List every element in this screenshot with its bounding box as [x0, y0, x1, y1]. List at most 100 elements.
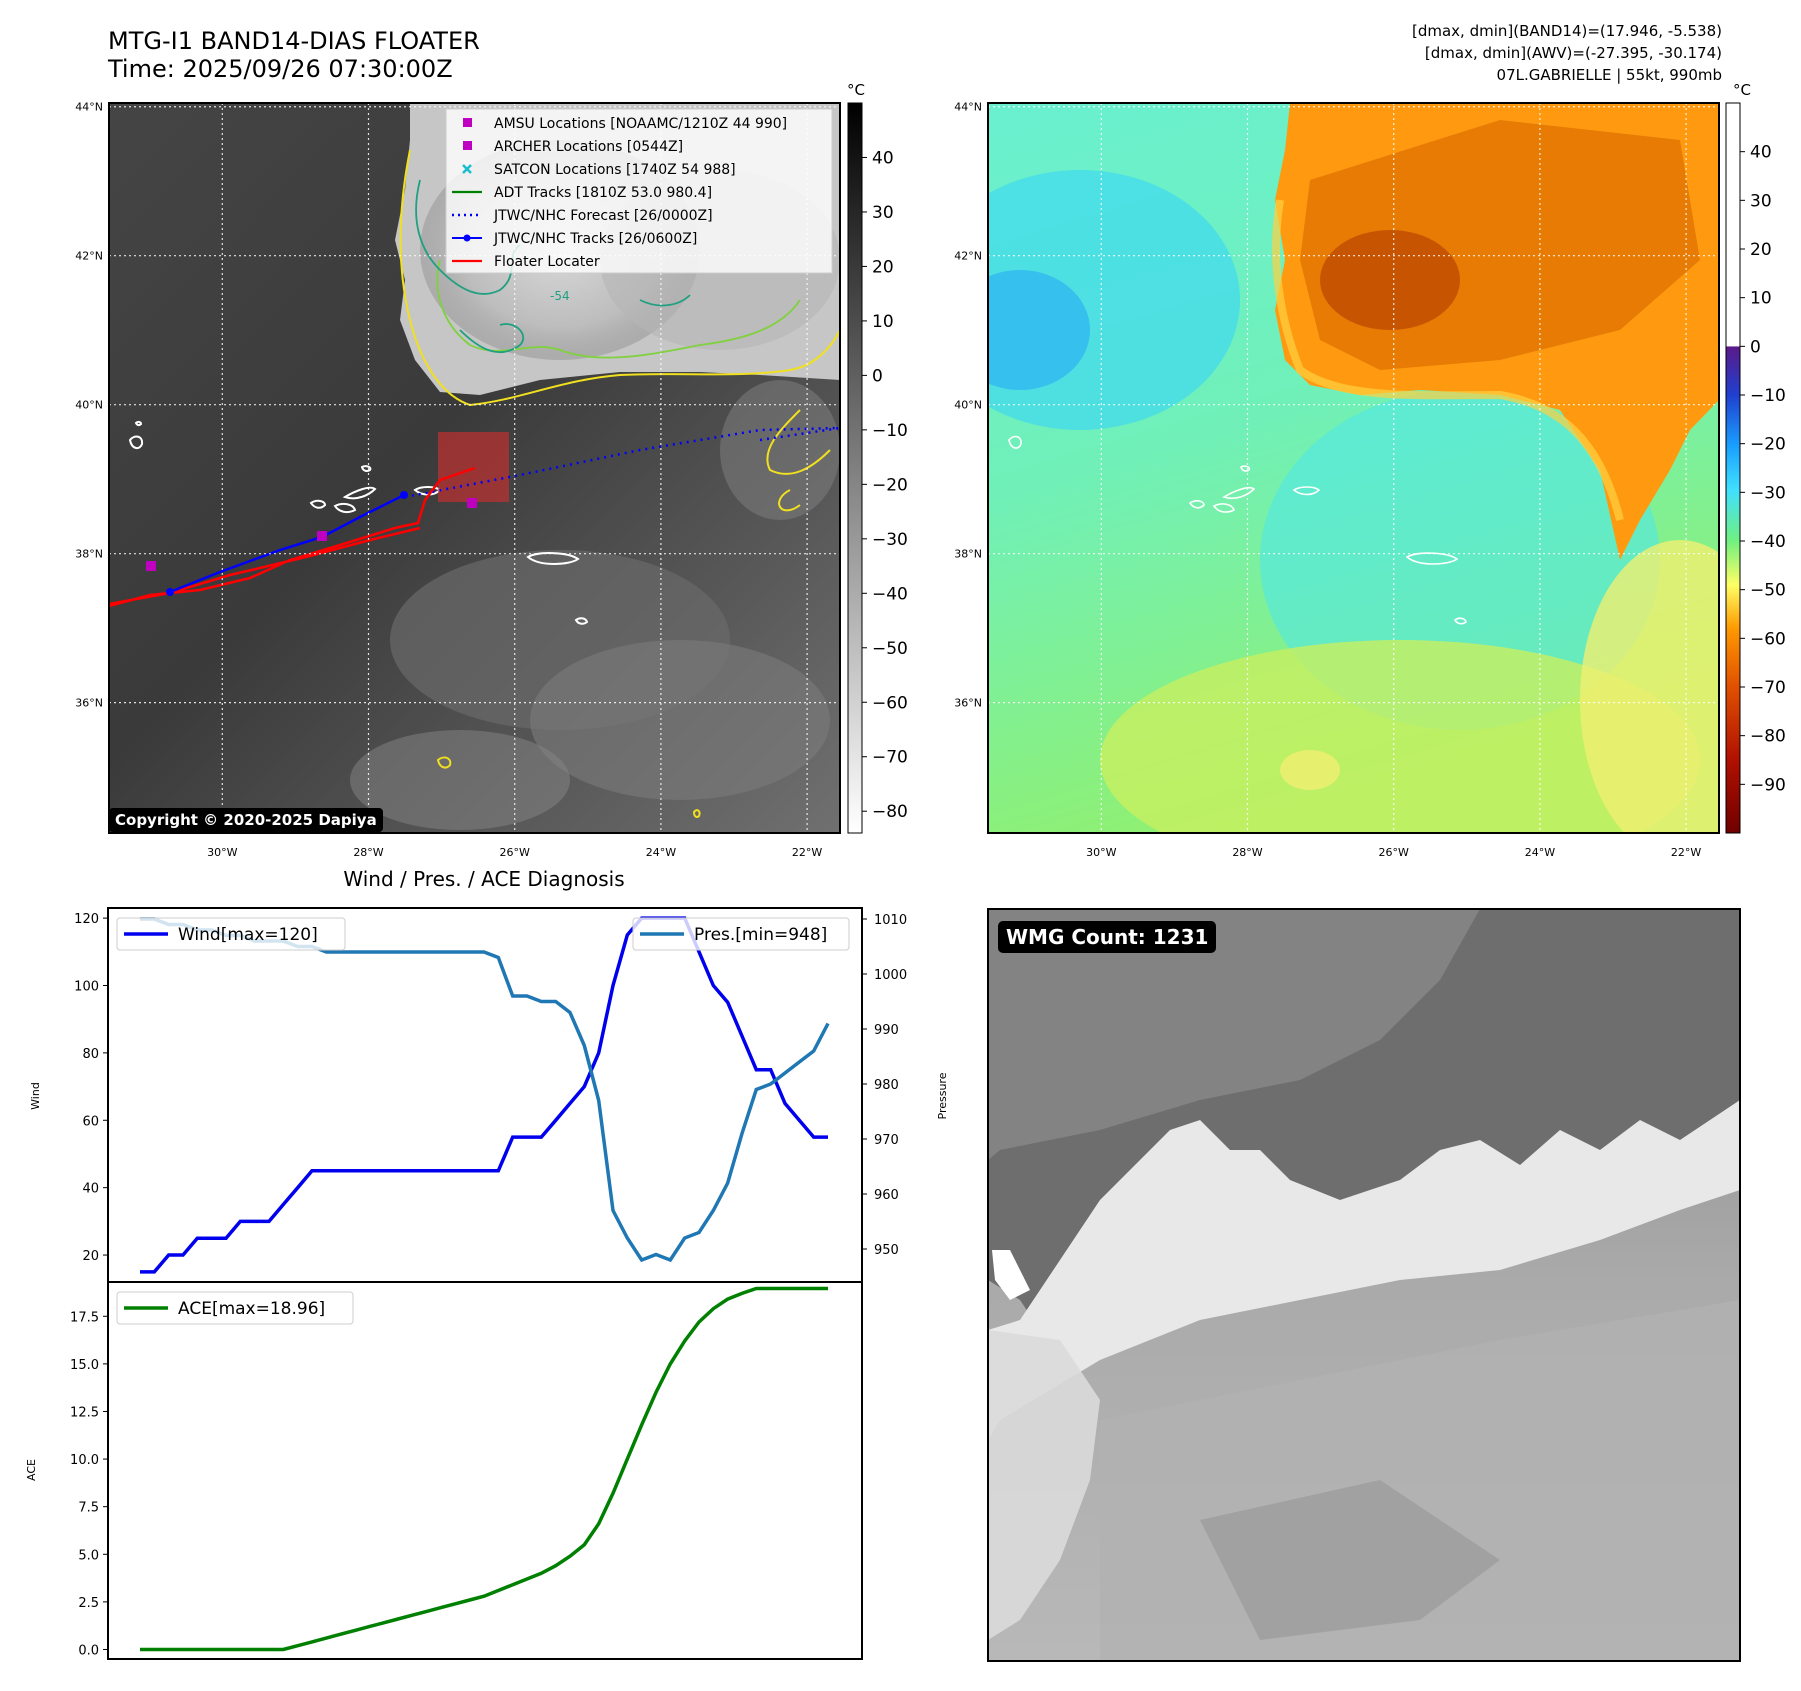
lat-label: 44°N — [954, 101, 982, 114]
floater-locater-box — [438, 432, 509, 502]
diagnosis-title: Wind / Pres. / ACE Diagnosis — [343, 867, 624, 891]
colorbar-tick-label: −70 — [872, 748, 908, 768]
wmg-light-left — [988, 1330, 1100, 1640]
jtwc-forecast-track — [404, 426, 840, 499]
wmg-dark-south — [1200, 1480, 1500, 1640]
archer-location-marker — [467, 498, 477, 508]
colorbar-tick-label: 30 — [1750, 191, 1772, 211]
colorbar-tick-label: −70 — [1750, 678, 1786, 698]
colorbar-tick-label: −20 — [872, 475, 908, 495]
jtwc-track-point — [166, 588, 174, 596]
pressure-ytick-label: 1010 — [874, 913, 907, 928]
wmg-bright-band — [988, 1100, 1740, 1440]
ace-ytick-label: 12.5 — [70, 1405, 99, 1420]
colorbar-tick-label: −10 — [1750, 386, 1786, 406]
ace-ytick-label: 0.0 — [78, 1643, 99, 1658]
wind-legend: Wind[max=120] — [116, 917, 346, 951]
wmg-frame — [987, 908, 1741, 1662]
legend-label: Floater Locater — [494, 254, 600, 270]
legend-label: AMSU Locations [NOAAMC/1210Z 44 990] — [494, 116, 787, 132]
pressure-legend-label: Pres.[min=948] — [694, 925, 827, 945]
colorbar-tick-label: −60 — [1750, 629, 1786, 649]
lat-label: 38°N — [954, 548, 982, 561]
dmax-band14-info: [dmax, dmin](BAND14)=(17.946, -5.538) — [1411, 22, 1722, 40]
ir-map-panel: -54 44°N 42°N 40°N 38°N 36°N 30°W 28°W 26°W 24°… — [75, 101, 841, 859]
legend-label: JTWC/NHC Tracks [26/0600Z] — [493, 231, 697, 247]
legend-label: SATCON Locations [1740Z 54 988] — [494, 162, 736, 178]
ir-colorbar: °C 40 30 20 10 0 −10 −20 −30 −40 −50 −60 −70 −80 — [847, 81, 908, 834]
wind-ytick-label: 40 — [82, 1182, 99, 1197]
wind-pressure-frame — [107, 907, 863, 1283]
awv-dry-southeast — [1580, 540, 1719, 833]
colorbar-tick-label: −50 — [872, 639, 908, 659]
figure-title-line1: MTG-I1 BAND14-DIAS FLOATER — [108, 27, 480, 55]
ace-axis-label: ACE — [25, 1459, 38, 1481]
lon-label: 22°W — [1671, 846, 1701, 859]
legend-item: ARCHER Locations [0544Z] — [463, 139, 683, 155]
legend-item: SATCON Locations [1740Z 54 988] — [462, 162, 736, 178]
lon-label: 26°W — [500, 846, 530, 859]
colorbar-tick-label: −50 — [1750, 581, 1786, 601]
ace-ytick-label: 10.0 — [70, 1453, 99, 1468]
colorbar-tick-label: −20 — [1750, 435, 1786, 455]
ir-colorbar-bar — [847, 102, 863, 834]
wind-ytick-label: 120 — [74, 912, 99, 927]
legend-item: JTWC/NHC Forecast [26/0000Z] — [452, 208, 713, 224]
colorbar-tick-label: 10 — [1750, 289, 1772, 309]
ace-chart: 0.0 2.5 5.0 7.5 10.0 12.5 15.0 17.5 ACE ACE[max… — [25, 1281, 863, 1660]
legend-item: Floater Locater — [452, 254, 600, 270]
pressure-ytick-label: 970 — [874, 1133, 899, 1148]
wind-series-line — [140, 916, 828, 1274]
lon-label: 30°W — [1086, 846, 1116, 859]
awv-lat-labels: 44°N 42°N 40°N 38°N 36°N — [954, 101, 982, 710]
ace-series-line — [140, 1286, 828, 1652]
colorbar-tick-label: −30 — [1750, 483, 1786, 503]
pressure-ytick-label: 950 — [874, 1243, 899, 1258]
colorbar-tick-label: 20 — [1750, 240, 1772, 260]
jtwc-track-point — [400, 491, 408, 499]
pressure-legend: Pres.[min=948] — [632, 917, 850, 951]
lon-label: 22°W — [792, 846, 822, 859]
colorbar-tick-label: −40 — [1750, 532, 1786, 552]
dmax-awv-info: [dmax, dmin](AWV)=(-27.395, -30.174) — [1424, 44, 1722, 62]
lat-label: 40°N — [75, 399, 103, 412]
awv-lon-labels: 30°W 28°W 26°W 24°W 22°W — [1086, 846, 1701, 859]
wind-ytick-label: 80 — [82, 1047, 99, 1062]
ir-cloud-east-band — [720, 380, 840, 520]
colorbar-tick-label: 10 — [872, 312, 894, 332]
wmg-white-notch — [992, 1250, 1030, 1300]
pressure-ytick-label: 1000 — [874, 968, 907, 983]
lon-label: 28°W — [353, 846, 383, 859]
archer-location-marker — [317, 531, 327, 541]
ir-map-frame — [108, 102, 841, 834]
wind-legend-box — [116, 917, 346, 951]
ir-contour-yellow-east — [766, 409, 831, 512]
colorbar-tick-label: −80 — [1750, 727, 1786, 747]
wind-ytick-label: 100 — [74, 979, 99, 994]
awv-dry-spot — [1280, 750, 1340, 790]
jtwc-nhc-track — [169, 493, 405, 594]
ace-ytick-label: 15.0 — [70, 1358, 99, 1373]
figure-title-line2: Time: 2025/09/26 07:30:00Z — [108, 55, 453, 83]
pressure-axis-label: Pressure — [936, 1072, 949, 1119]
storm-info: 07L.GABRIELLE | 55kt, 990mb — [1496, 66, 1722, 84]
ace-ytick-label: 5.0 — [78, 1548, 99, 1563]
legend-square-marker — [463, 118, 472, 127]
pressure-ytick-label: 980 — [874, 1078, 899, 1093]
lon-label: 24°W — [646, 846, 676, 859]
awv-cold-cloud-peak — [1320, 230, 1460, 330]
lat-label: 42°N — [954, 250, 982, 263]
awv-dry-south — [1100, 640, 1700, 833]
ace-frame — [107, 1281, 863, 1660]
colorbar-tick-label: −30 — [872, 530, 908, 550]
contour-label: -54 — [550, 289, 570, 303]
awv-map-panel: 44°N 42°N 40°N 38°N 36°N 30°W 28°W 26°W 24°W 22°… — [954, 101, 1720, 859]
lat-label: 36°N — [954, 697, 982, 710]
awv-colorbar-bar — [1725, 102, 1741, 834]
legend-item: JTWC/NHC Tracks [26/0600Z] — [452, 231, 697, 247]
amsu-location-marker — [146, 561, 156, 571]
wind-ytick-label: 60 — [82, 1114, 99, 1129]
wind-axis-label: Wind — [29, 1082, 42, 1110]
lat-label: 42°N — [75, 250, 103, 263]
